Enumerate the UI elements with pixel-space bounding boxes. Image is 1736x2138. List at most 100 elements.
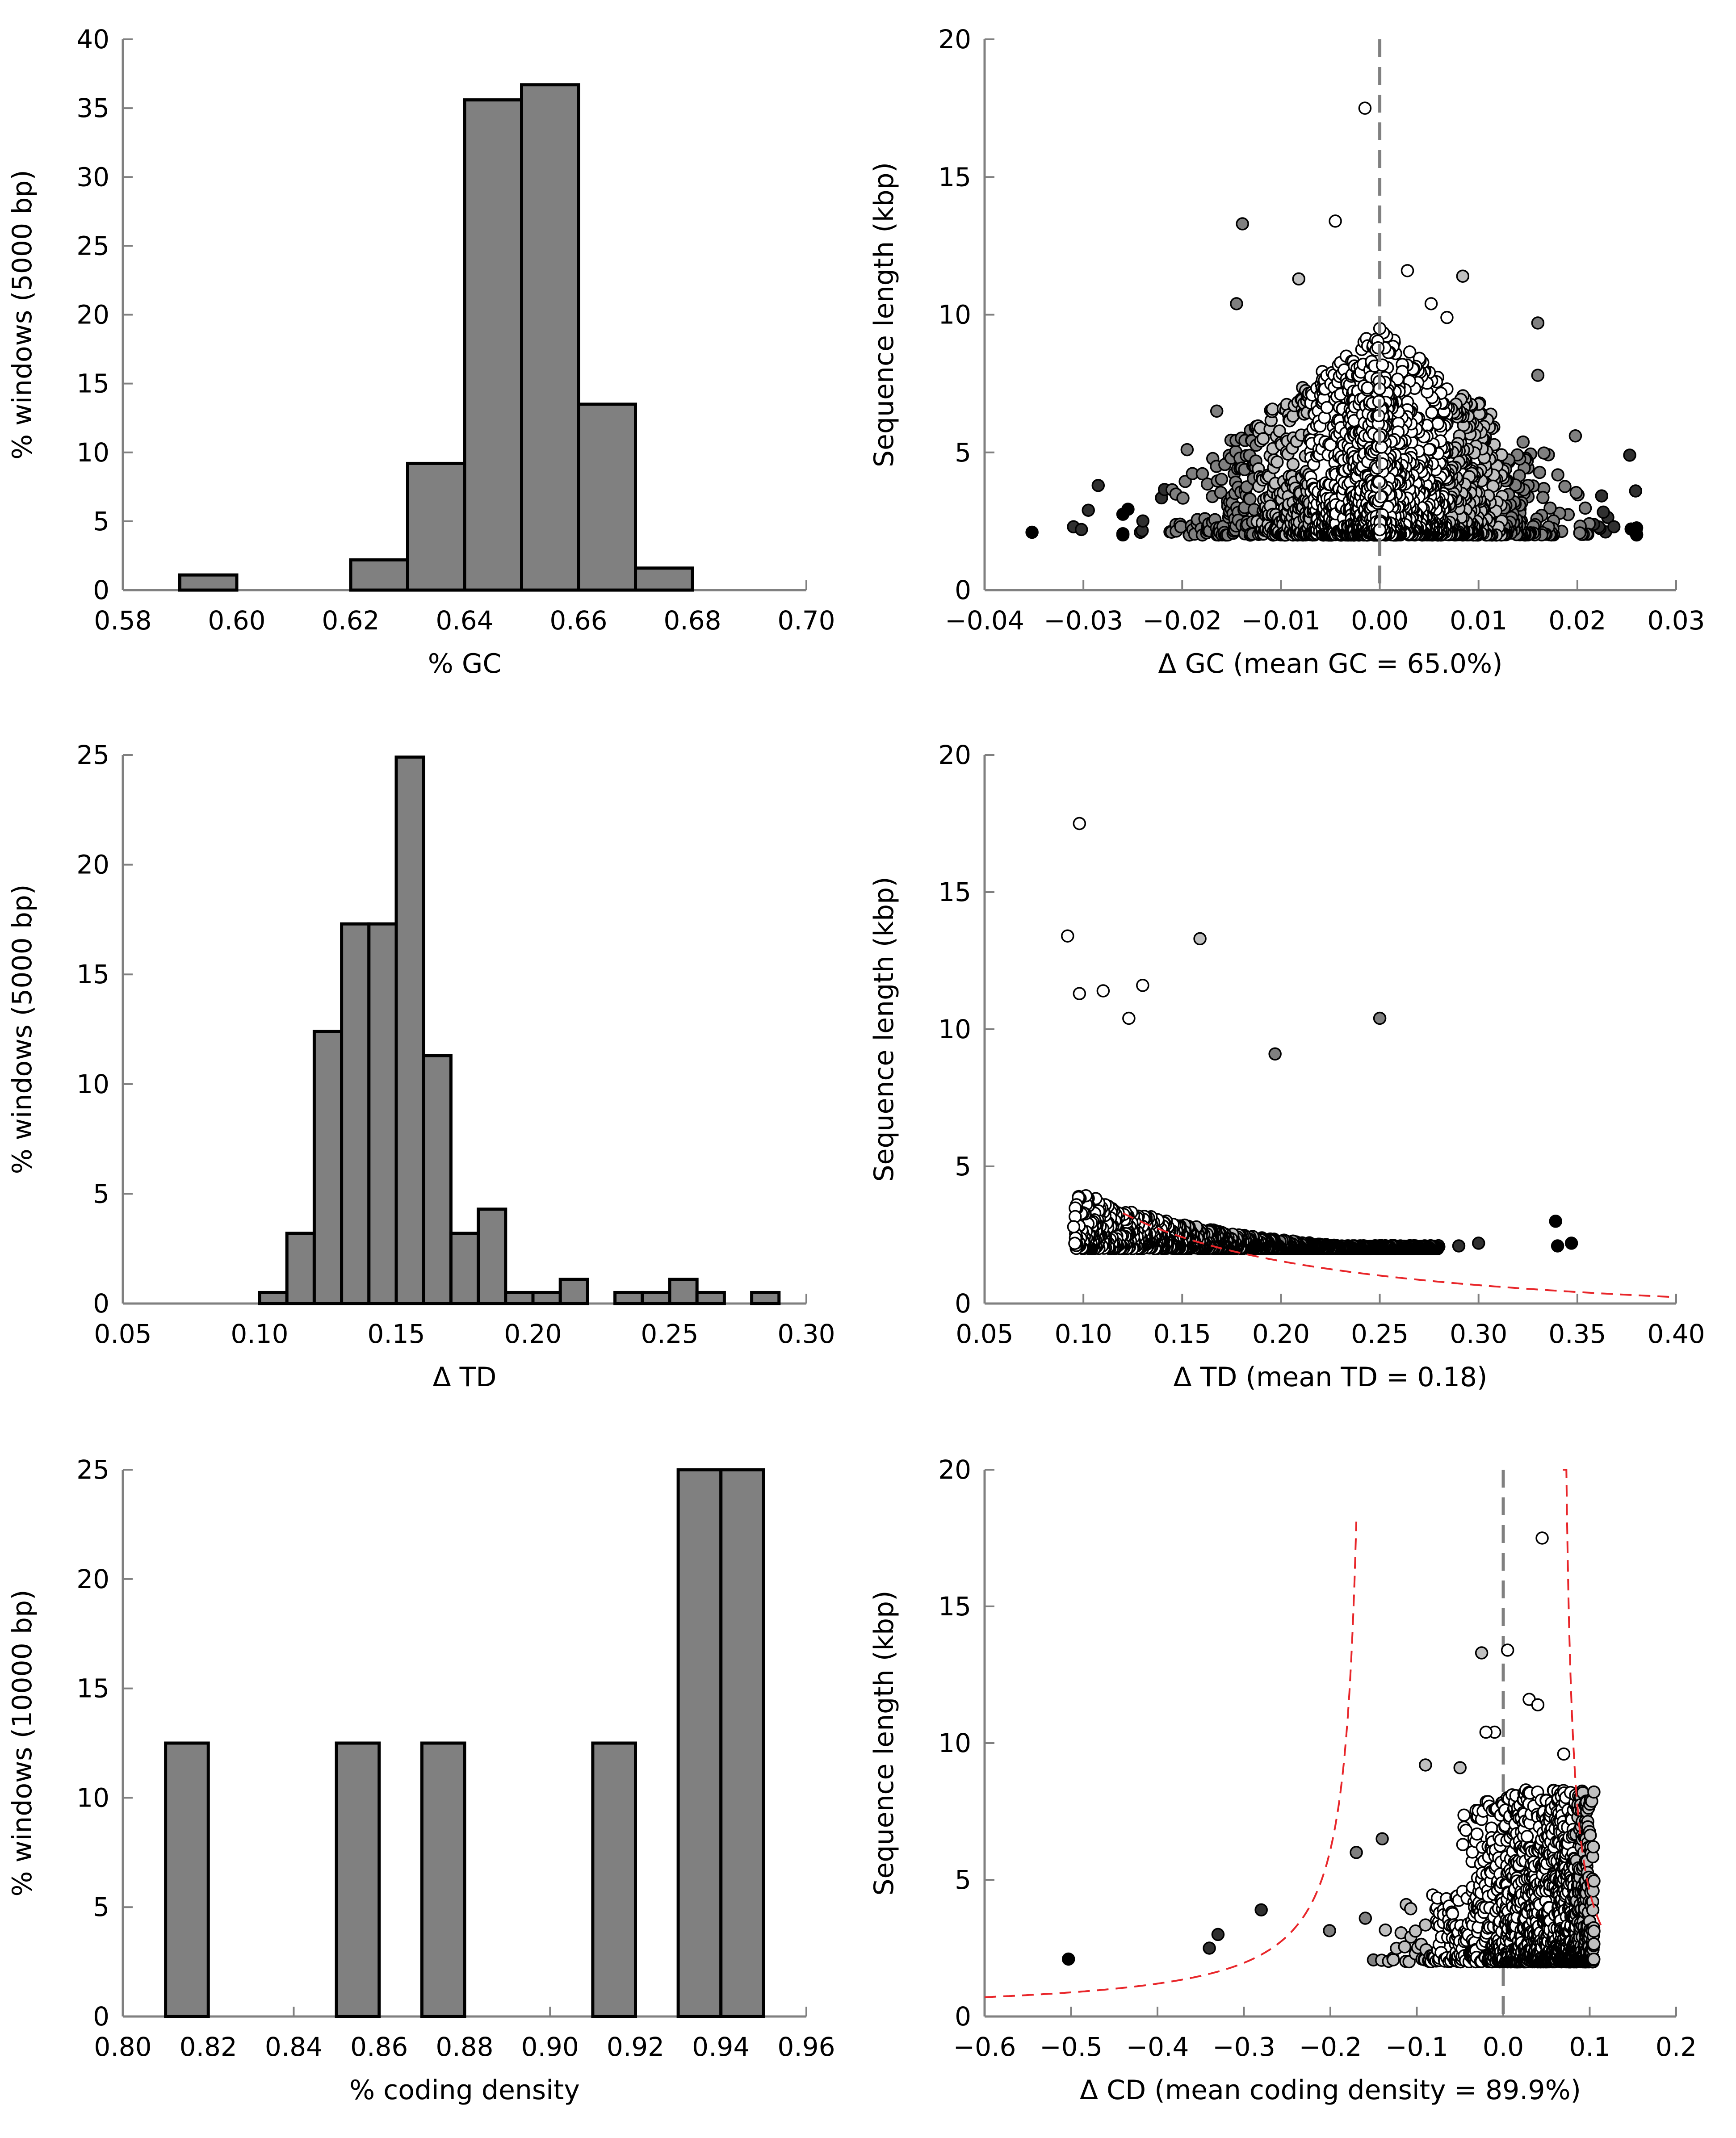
data-point bbox=[1549, 1215, 1562, 1228]
x-tick-label: −0.1 bbox=[1385, 2032, 1448, 2062]
data-point bbox=[1404, 1902, 1417, 1916]
x-tick-label: −0.02 bbox=[1142, 605, 1222, 636]
histogram-bar bbox=[477, 1207, 507, 1305]
histogram-bar bbox=[719, 1468, 765, 2018]
data-point bbox=[1121, 503, 1135, 516]
histogram-bar bbox=[285, 1232, 316, 1305]
histogram-bar bbox=[312, 1030, 344, 1305]
y-tick-label: 10 bbox=[76, 437, 109, 468]
histogram-bar bbox=[520, 83, 580, 592]
data-point bbox=[1470, 1827, 1484, 1841]
data-point bbox=[1266, 402, 1279, 416]
data-point bbox=[1211, 1928, 1225, 1941]
x-tick-label: 0.02 bbox=[1548, 605, 1606, 636]
data-point bbox=[1359, 1912, 1372, 1925]
data-point bbox=[1475, 1646, 1489, 1660]
y-tick-label: 5 bbox=[93, 1178, 109, 1209]
x-axis-label: Δ TD (mean TD = 0.18) bbox=[1174, 1362, 1488, 1393]
data-point bbox=[1587, 1953, 1601, 1966]
histogram-bar bbox=[422, 1054, 453, 1305]
y-tick-label: 15 bbox=[76, 1673, 109, 1704]
y-tick-label: 10 bbox=[938, 1728, 971, 1758]
histogram-bar bbox=[449, 1232, 480, 1305]
x-tick-label: 0.40 bbox=[1647, 1319, 1705, 1349]
histogram-bar bbox=[178, 573, 239, 592]
x-tick-label: 0.35 bbox=[1548, 1319, 1606, 1349]
data-point bbox=[1256, 432, 1270, 445]
histogram-bar bbox=[668, 1278, 699, 1305]
y-tick-label: 0 bbox=[93, 1288, 109, 1319]
data-point bbox=[1543, 501, 1557, 515]
data-point bbox=[1214, 486, 1228, 499]
x-tick-label: 0.86 bbox=[350, 2032, 408, 2062]
data-point bbox=[1176, 491, 1190, 505]
data-point bbox=[1082, 503, 1095, 517]
y-tick-label: 25 bbox=[76, 1455, 109, 1485]
data-point bbox=[1180, 443, 1194, 457]
data-point bbox=[1403, 345, 1417, 359]
data-point bbox=[1425, 406, 1438, 419]
data-point bbox=[1419, 1758, 1432, 1772]
data-point bbox=[1584, 1828, 1597, 1842]
data-point bbox=[1361, 381, 1374, 395]
y-tick-label: 15 bbox=[938, 1591, 971, 1622]
data-point bbox=[1061, 1952, 1075, 1966]
x-tick-label: 0.94 bbox=[692, 2032, 750, 2062]
y-axis-label: % windows (5000 bp) bbox=[7, 170, 38, 460]
data-point bbox=[1531, 369, 1545, 382]
x-axis-label: Δ CD (mean coding density = 89.9%) bbox=[1080, 2075, 1581, 2106]
x-tick-label: 0.05 bbox=[94, 1319, 151, 1349]
y-tick-label: 5 bbox=[955, 1865, 971, 1895]
x-tick-label: 0.64 bbox=[436, 605, 493, 636]
data-point bbox=[1096, 984, 1110, 998]
y-tick-label: 10 bbox=[938, 300, 971, 330]
data-point bbox=[1401, 264, 1414, 277]
x-tick-label: 0.82 bbox=[180, 2032, 237, 2062]
data-point bbox=[1236, 217, 1249, 231]
y-tick-label: 5 bbox=[955, 437, 971, 468]
data-point bbox=[1558, 480, 1572, 493]
data-point bbox=[1271, 455, 1284, 469]
x-tick-label: 0.0 bbox=[1483, 2032, 1524, 2062]
data-point bbox=[1501, 1643, 1514, 1657]
data-point bbox=[1375, 440, 1388, 454]
data-point bbox=[1116, 527, 1130, 541]
data-point bbox=[1136, 979, 1149, 992]
y-axis-label: Sequence length (kbp) bbox=[868, 876, 900, 1182]
x-tick-label: 0.01 bbox=[1450, 605, 1507, 636]
data-point bbox=[1091, 478, 1105, 492]
data-point bbox=[1587, 1924, 1601, 1938]
data-point bbox=[1210, 404, 1224, 418]
data-point bbox=[1595, 489, 1609, 503]
x-tick-label: 0.20 bbox=[1252, 1319, 1310, 1349]
chart-panel-1: 0.58 0.60 0.62 0.64 0.66 0.68 0.70051015202530… bbox=[7, 24, 835, 679]
histogram-bar bbox=[591, 1741, 637, 2018]
data-point bbox=[1446, 1907, 1459, 1920]
y-tick-label: 20 bbox=[938, 24, 971, 54]
histogram-bar bbox=[349, 558, 409, 592]
y-tick-label: 25 bbox=[76, 740, 109, 770]
x-tick-label: 0.68 bbox=[663, 605, 721, 636]
x-tick-label: 0.70 bbox=[777, 605, 835, 636]
y-axis-label: % windows (5000 bp) bbox=[7, 885, 38, 1174]
data-point bbox=[1453, 1761, 1467, 1774]
data-point bbox=[1551, 468, 1564, 482]
data-point bbox=[1375, 457, 1389, 471]
y-tick-label: 20 bbox=[938, 1455, 971, 1485]
x-tick-label: −0.6 bbox=[953, 2032, 1016, 2062]
histogram-bar bbox=[613, 1291, 644, 1305]
data-point bbox=[1431, 417, 1445, 431]
y-tick-label: 25 bbox=[76, 231, 109, 261]
data-point bbox=[1122, 1011, 1136, 1025]
y-tick-label: 35 bbox=[76, 93, 109, 123]
data-point bbox=[1025, 525, 1039, 539]
histogram-bar bbox=[641, 1291, 671, 1305]
data-point bbox=[1587, 1937, 1601, 1951]
data-point bbox=[1358, 101, 1372, 115]
x-tick-label: −0.5 bbox=[1040, 2032, 1103, 2062]
y-tick-label: 10 bbox=[76, 1069, 109, 1099]
x-tick-label: 0.25 bbox=[1351, 1319, 1409, 1349]
histogram-bar bbox=[367, 922, 398, 1305]
chart-panel-2: −0.04 −0.03 −0.02 −0.01 0.00 0.01 0.02 0.030510… bbox=[868, 24, 1705, 679]
data-point bbox=[1254, 1903, 1268, 1917]
